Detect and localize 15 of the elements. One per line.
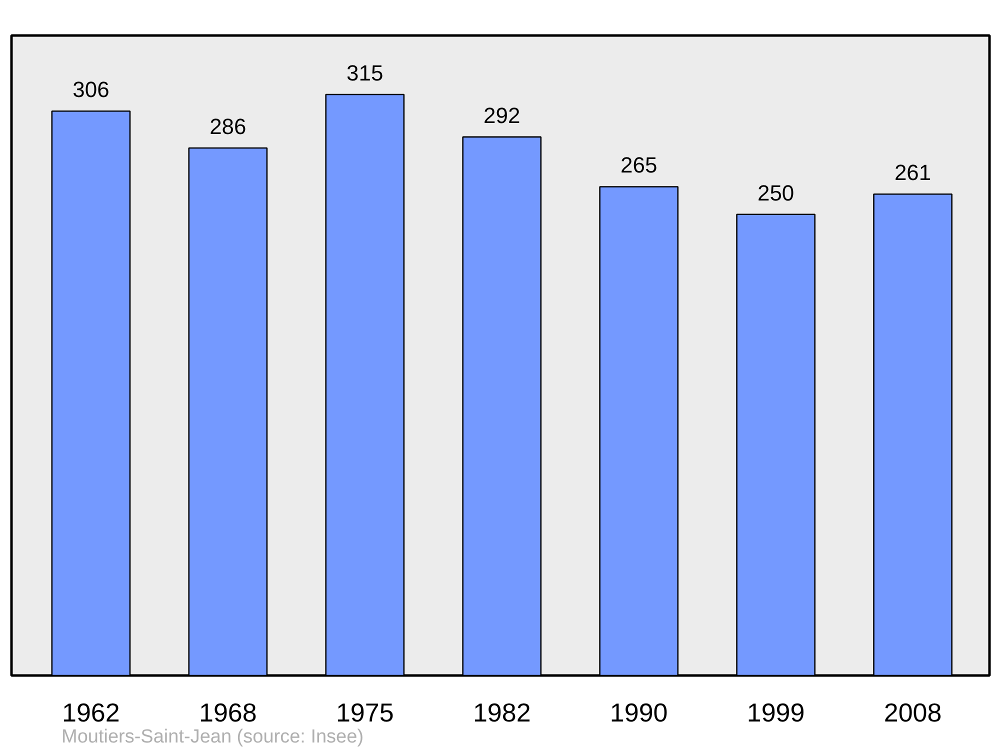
x-tick-label: 2008 (884, 698, 942, 728)
x-tick-label: 1962 (62, 698, 120, 728)
x-tick-label: 1990 (610, 698, 668, 728)
x-tick-label: 1982 (472, 698, 531, 728)
data-label: 250 (757, 180, 794, 206)
data-label: 292 (484, 102, 520, 128)
x-tick-label: 1975 (336, 698, 394, 728)
data-label: 265 (620, 152, 658, 178)
data-label: 306 (72, 77, 110, 102)
x-tick-label: 1968 (199, 698, 257, 728)
data-label: 315 (346, 60, 384, 86)
text: Moutiers-Saint-Jean (source: Insee) (62, 726, 364, 747)
data-label: 286 (210, 114, 246, 140)
x-tick-label: 1999 (746, 698, 805, 728)
data-label: 261 (894, 160, 932, 186)
